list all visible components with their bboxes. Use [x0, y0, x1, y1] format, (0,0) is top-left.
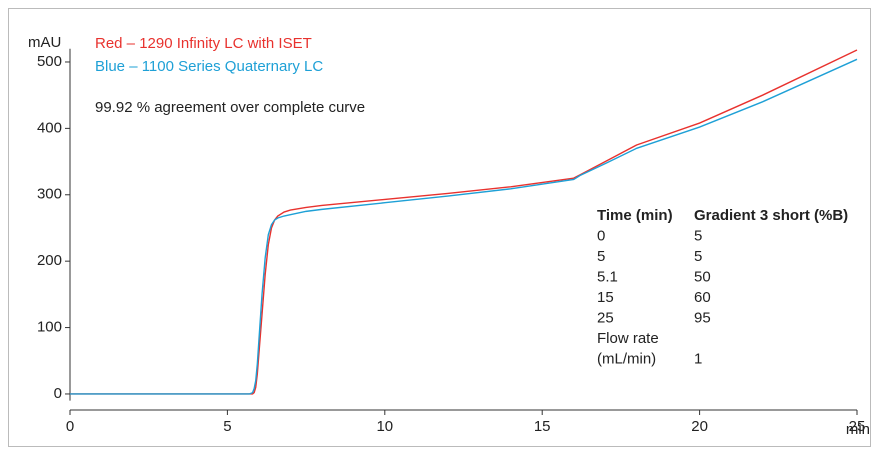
y-tick-label: 0 [54, 385, 62, 402]
x-tick-label: 25 [849, 418, 866, 435]
table-cell: 5.1 [597, 268, 618, 285]
table-cell: 60 [694, 289, 711, 306]
table-cell: 5 [694, 248, 702, 265]
line [70, 49, 858, 395]
line [70, 58, 858, 395]
legend-label: Blue – 1100 Series Quaternary LC [95, 58, 323, 75]
x-tick-label: 5 [223, 418, 231, 435]
legend-label: Red – 1290 Infinity LC with ISET [95, 35, 312, 52]
x-tick-label: 15 [534, 418, 551, 435]
y-tick-label: 500 [37, 53, 62, 70]
table-cell: 5 [694, 227, 702, 244]
table-cell: 0 [597, 227, 605, 244]
annotation: 99.92 % agreement over complete curve [95, 99, 365, 116]
table-header: Gradient 3 short (%B) [694, 207, 848, 224]
x-axis-label: min [846, 421, 870, 438]
table-cell: 1 [694, 350, 702, 367]
table-cell: (mL/min) [597, 350, 656, 367]
table-header: Time (min) [597, 207, 673, 224]
y-axis-label: mAU [28, 34, 61, 51]
table-cell: 95 [694, 309, 711, 326]
y-tick-label: 100 [37, 319, 62, 336]
frame [8, 8, 871, 447]
x-tick-label: 10 [376, 418, 393, 435]
y-tick-label: 400 [37, 119, 62, 136]
x-tick-label: 20 [691, 418, 708, 435]
table-cell: 15 [597, 289, 614, 306]
x-tick-label: 0 [66, 418, 74, 435]
table-cell: Flow rate [597, 330, 659, 347]
y-tick-label: 300 [37, 186, 62, 203]
table-cell: 25 [597, 309, 614, 326]
y-tick-label: 200 [37, 252, 62, 269]
table-cell: 50 [694, 268, 711, 285]
table-cell: 5 [597, 248, 605, 265]
